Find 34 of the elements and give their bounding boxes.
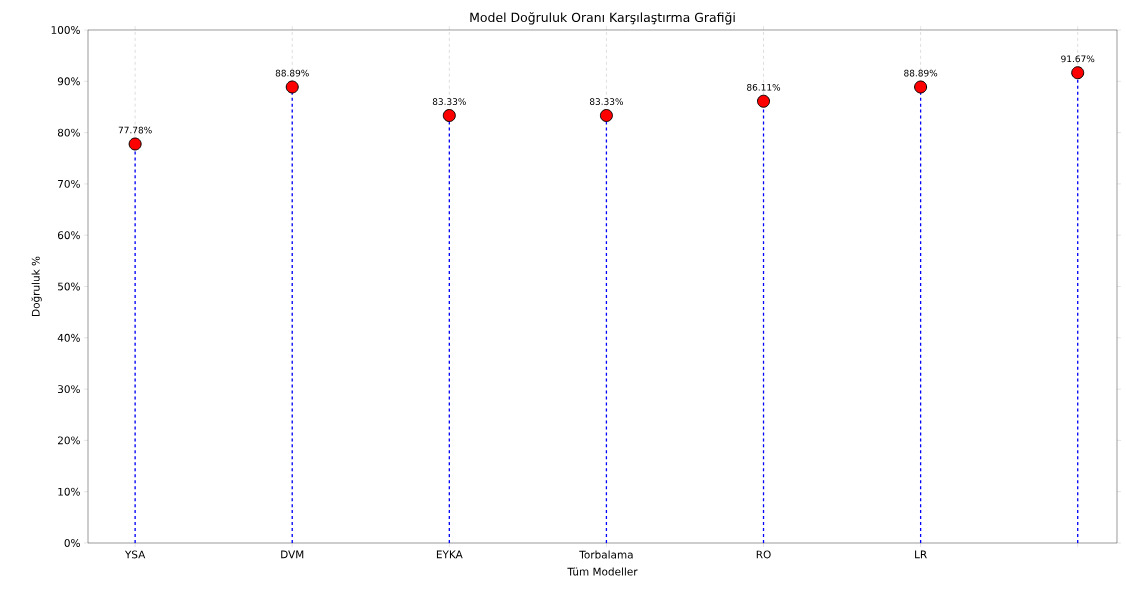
x-axis-title: Tüm Modeller: [567, 567, 638, 576]
data-label: 83.33%: [432, 98, 466, 105]
data-label: 88.89%: [904, 69, 938, 77]
y-tick-label: 90%: [57, 77, 80, 86]
data-label: 91.67%: [1061, 55, 1095, 63]
y-tick-label: 0%: [64, 539, 80, 547]
point: [285, 80, 299, 94]
point: [442, 109, 456, 123]
chart-title: Model Doğruluk Oranı Karşılaştırma Grafiği: [470, 12, 735, 25]
y-tick-label: 70%: [58, 179, 80, 188]
y-tick-label: 50%: [58, 282, 80, 291]
x-tick-label: Torbalama: [579, 550, 633, 559]
data-label: 83.33%: [589, 98, 624, 105]
x-tick-label: EYKA: [436, 550, 463, 559]
x-tick-label: RO: [756, 550, 771, 559]
data-label: 88.89%: [275, 69, 309, 77]
y-tick-label: 30%: [58, 385, 80, 394]
point: [914, 80, 928, 94]
x-tick-label: YSA: [124, 550, 146, 559]
point: [599, 109, 613, 123]
y-tick-label: 100%: [51, 26, 80, 34]
x-tick-label: LR: [915, 550, 927, 559]
point: [757, 94, 771, 108]
x-tick-label: DVM: [281, 550, 304, 559]
point: [128, 137, 142, 151]
point: [1071, 66, 1085, 80]
y-tick-label: 60%: [57, 231, 80, 240]
y-axis-title: Doğruluk %: [31, 256, 42, 316]
y-tick-label: 20%: [57, 436, 80, 445]
data-label: 77.78%: [118, 126, 152, 134]
data-label: 86.11%: [747, 83, 781, 91]
y-tick-label: 80%: [57, 128, 80, 137]
y-tick-label: 40%: [57, 333, 80, 342]
y-tick-label: 10%: [58, 487, 80, 496]
